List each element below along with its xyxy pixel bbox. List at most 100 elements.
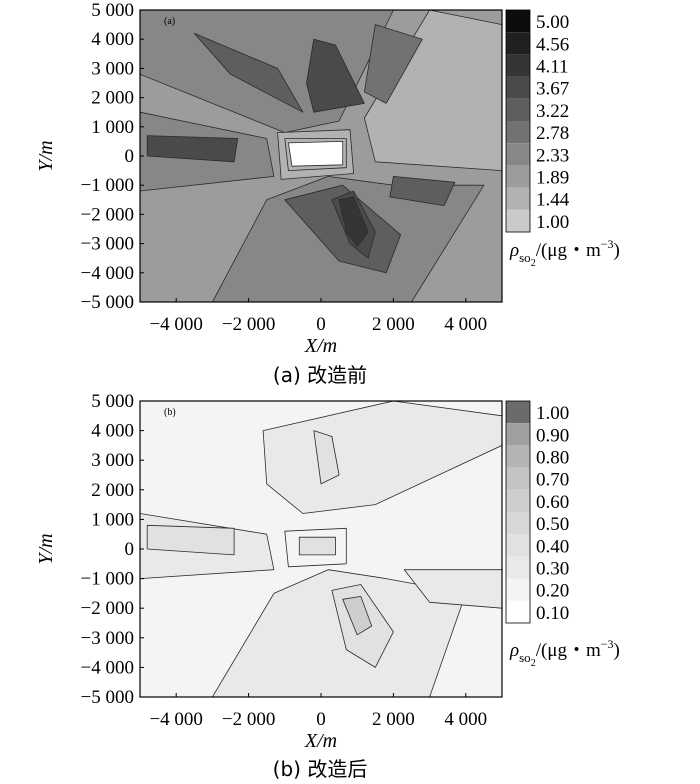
y-tick-label: 1 000 [91, 509, 134, 530]
y-tick-label: 5 000 [91, 391, 134, 412]
contour-region [363, 10, 502, 172]
y-tick-label: −4 000 [81, 657, 134, 678]
colorbar-swatch [506, 76, 530, 99]
contour-region [193, 33, 304, 113]
colorbar-frame [505, 9, 531, 233]
colorbar-label-subsub: 2 [531, 258, 536, 269]
x-tick-label: 4 000 [444, 709, 487, 730]
x-tick-label: −2 000 [222, 709, 275, 730]
colorbar-tick-label: 1.44 [536, 190, 570, 211]
y-tick-label: −1 000 [81, 569, 134, 590]
colorbar-swatch [506, 54, 530, 77]
colorbar-label-end: ) [614, 240, 620, 261]
contour-region [338, 196, 369, 247]
x-axis-title: X/m [304, 730, 337, 752]
colorbar-swatch [506, 423, 530, 446]
x-tick-label: 2 000 [372, 709, 415, 730]
colorbar-swatch [506, 445, 530, 468]
y-tick-label: −3 000 [81, 628, 134, 649]
x-tick-label: 4 000 [444, 314, 487, 335]
x-tick-label: 2 000 [372, 314, 415, 335]
contour-region [306, 38, 365, 113]
colorbar-label: ρso2/(μg・m−3) [509, 237, 620, 269]
colorbar-swatch [506, 165, 530, 188]
x-axis-title: X/m [304, 335, 337, 357]
colorbar-swatch [506, 10, 530, 33]
colorbar-swatch [506, 187, 530, 210]
colorbar-tick-label: 0.90 [536, 425, 569, 446]
colorbar-label-rho: ρ [509, 240, 519, 261]
colorbar-swatch [506, 512, 530, 535]
contour-region [313, 430, 340, 485]
contour-regions [140, 10, 502, 302]
contour-region [298, 536, 336, 556]
x-tick-label: −2 000 [222, 314, 275, 335]
colorbar-tick-label: 2.78 [536, 123, 569, 144]
contour-region [284, 184, 402, 274]
colorbar-label: ρso2/(μg・m−3) [509, 637, 620, 669]
contour-region [389, 175, 456, 207]
y-tick-label: 2 000 [91, 480, 134, 501]
colorbar-tick-label: 0.70 [536, 470, 569, 491]
contour-region [363, 24, 423, 104]
y-tick-label: 3 000 [91, 58, 134, 79]
colorbar-swatch [506, 600, 530, 623]
colorbar-tick-label: 1.89 [536, 168, 569, 189]
y-tick-label: 1 000 [91, 117, 134, 138]
contour-region [146, 135, 239, 163]
contour-region [146, 524, 235, 556]
y-tick-label: 3 000 [91, 450, 134, 471]
colorbar-swatch [506, 534, 530, 557]
colorbar-swatch [506, 98, 530, 121]
colorbar-tick-label: 4.11 [536, 57, 569, 78]
colorbar-tick-label: 0.40 [536, 536, 569, 557]
contour-regions [140, 401, 502, 697]
contour-region [342, 596, 373, 636]
colorbar-tick-label: 0.10 [536, 603, 569, 624]
colorbar-label-sub: so [519, 250, 531, 265]
colorbar-swatch [506, 121, 530, 144]
y-tick-label: −3 000 [81, 234, 134, 255]
y-tick-label: 0 [125, 146, 135, 167]
colorbar-tick-label: 0.30 [536, 559, 569, 580]
y-tick-label: −5 000 [81, 292, 134, 313]
colorbar-tick-label: 1.00 [536, 403, 569, 424]
colorbar-label-end: ) [614, 640, 620, 661]
y-tick-label: −2 000 [81, 598, 134, 619]
colorbar-swatch [506, 401, 530, 424]
colorbar-tick-label: 0.60 [536, 492, 569, 513]
colorbar-tick-label: 4.56 [536, 34, 569, 55]
colorbar: 5.004.564.113.673.222.782.331.891.441.00… [505, 9, 620, 269]
colorbar-tick-label: 0.80 [536, 448, 569, 469]
panel-caption: (a) 改造前 [273, 363, 367, 387]
colorbar-label-rho: ρ [509, 640, 519, 661]
colorbar-tick-label: 2.33 [536, 145, 569, 166]
x-tick-label: −4 000 [149, 314, 202, 335]
colorbar-tick-label: 3.22 [536, 101, 569, 122]
colorbar-swatch [506, 489, 530, 512]
colorbar-label-subsub: 2 [531, 658, 536, 669]
chart-panel-b: (b) 5 000 4 000 3 000 2 000 1 000 0 −1 000 −2 00… [35, 391, 620, 781]
colorbar-frame [505, 400, 531, 624]
colorbar: 1.000.900.800.700.600.500.400.300.200.10… [505, 400, 620, 669]
colorbar-swatch [506, 556, 530, 579]
colorbar-swatch [506, 578, 530, 601]
y-tick-label: −1 000 [81, 175, 134, 196]
colorbar-label-unit: /(μg・m [536, 640, 601, 661]
y-axis-title: Y/m [35, 533, 57, 564]
contour-region [287, 140, 344, 167]
colorbar-swatch [506, 209, 530, 232]
panel-caption: (b) 改造后 [273, 757, 368, 781]
y-axis-title: Y/m [35, 140, 57, 171]
x-tick-label: −4 000 [149, 709, 202, 730]
colorbar-swatch [506, 143, 530, 166]
colorbar-swatch [506, 467, 530, 490]
y-tick-label: 4 000 [91, 29, 134, 50]
colorbar-label-sup: −3 [601, 637, 614, 651]
colorbar-tick-label: 0.50 [536, 514, 569, 535]
colorbar-tick-label: 0.20 [536, 581, 569, 602]
y-tick-label: −4 000 [81, 263, 134, 284]
panel-letter: (b) [164, 407, 176, 418]
colorbar-tick-label: 1.00 [536, 212, 569, 233]
